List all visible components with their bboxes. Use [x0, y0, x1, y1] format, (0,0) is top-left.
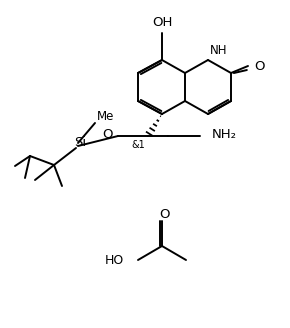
Text: O: O: [102, 128, 113, 140]
Text: NH₂: NH₂: [212, 128, 237, 140]
Text: OH: OH: [152, 16, 172, 30]
Text: O: O: [254, 59, 264, 72]
Text: O: O: [159, 208, 169, 220]
Text: Me: Me: [97, 111, 114, 124]
Text: NH: NH: [210, 45, 227, 57]
Text: Si: Si: [74, 135, 86, 149]
Text: HO: HO: [105, 254, 124, 266]
Text: &1: &1: [131, 140, 145, 150]
